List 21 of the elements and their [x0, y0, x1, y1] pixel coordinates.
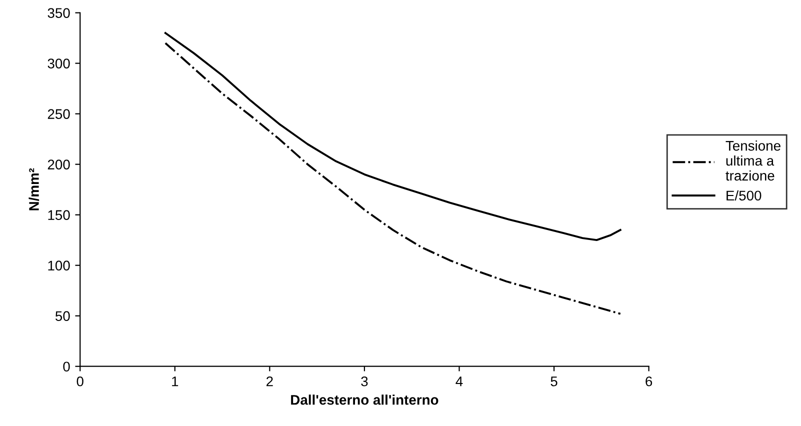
x-tick-label: 2: [266, 376, 273, 386]
legend-label: E/500: [726, 190, 762, 201]
y-tick-label: 50: [55, 311, 70, 322]
x-tick-label: 6: [646, 376, 652, 386]
y-tick-label: 350: [48, 8, 70, 18]
x-tick-label: 5: [550, 376, 558, 386]
x-tick-label: 1: [172, 376, 178, 386]
legend-label: Tensione ultima a trazione: [726, 140, 780, 181]
y-axis-title: N/mm²: [28, 168, 40, 210]
x-tick-label: 0: [76, 376, 84, 386]
y-tick-label: 100: [48, 260, 70, 271]
y-tick-label: 300: [48, 58, 70, 68]
x-axis-title: Dall'esterno all'interno: [291, 394, 438, 405]
line-series: [164, 42, 622, 315]
line-series: [164, 32, 622, 242]
y-tick-label: 0: [63, 362, 70, 372]
y-tick-label: 250: [48, 109, 70, 119]
x-tick-label: 4: [456, 376, 463, 386]
y-tick-label: 200: [48, 160, 70, 170]
y-tick-label: 150: [48, 210, 70, 220]
x-tick-label: 3: [361, 376, 368, 386]
